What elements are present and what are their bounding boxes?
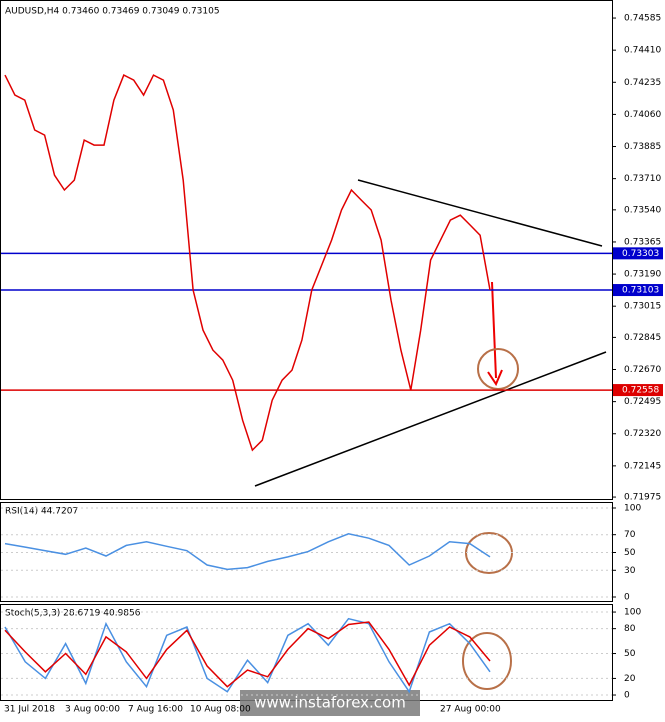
y-tick-label: 0.73365 [624,237,661,247]
y-tick-label: 0.74235 [624,78,661,88]
level-label-bg [613,384,663,397]
highlight-circle [465,532,513,574]
y-tick-label: 0.73540 [624,205,661,215]
y-tick-label: 100 [624,503,641,513]
main-panel [0,0,613,500]
trendline [357,179,603,247]
panel-title: AUDUSD,H4 0.73460 0.73469 0.73049 0.7310… [5,7,220,17]
y-tick-label: 0.73885 [624,142,661,152]
y-tick-label: 30 [624,566,636,576]
level-label-bg [613,247,663,260]
level-label: 0.73103 [622,286,659,296]
y-tick-label: 0.73190 [624,270,661,280]
y-tick-label: 20 [624,674,636,684]
y-tick-label: 70 [624,530,636,540]
y-tick-label: 0.73015 [624,302,661,312]
y-tick-label: 0.72320 [624,429,661,439]
highlight-circle [477,348,519,390]
x-tick-label: 7 Aug 16:00 [128,705,183,715]
highlight-circle [462,632,512,690]
x-tick-label: 3 Aug 00:00 [65,705,120,715]
y-tick-label: 50 [624,649,636,659]
x-tick-label: 10 Aug 08:00 [190,705,251,715]
y-tick-label: 0.73710 [624,174,661,184]
y-tick-label: 80 [624,624,636,634]
y-tick-label: 100 [624,608,641,618]
level-label: 0.72558 [622,386,659,396]
y-tick-label: 0.72670 [624,365,661,375]
arrow-head [487,369,503,387]
x-tick-label: 31 Jul 2018 [4,705,55,715]
y-tick-label: 0.74585 [624,14,661,24]
series-line [4,621,491,688]
series-line [4,74,491,452]
y-tick-label: 50 [624,548,636,558]
y-tick-label: 0 [624,691,630,701]
series-line [4,617,491,694]
y-tick-label: 0.74060 [624,110,661,120]
y-tick-label: 0.72845 [624,333,661,343]
watermark-bar [240,690,420,716]
y-tick-label: 0.72495 [624,397,661,407]
arrow [491,281,497,379]
panel-title: Stoch(5,3,3) 28.6719 40.9856 [5,609,141,619]
y-tick-label: 0.72145 [624,461,661,471]
y-tick-label: 0.74410 [624,46,661,56]
x-tick-label: 27 Aug 00:00 [440,705,501,715]
watermark: www.instaforex.com [254,694,406,712]
series-line [4,533,491,571]
y-tick-label: 0.71975 [624,493,661,503]
level-label: 0.73303 [622,249,659,259]
trendline [254,351,607,487]
y-tick-label: 0 [624,592,630,602]
level-label-bg [613,284,663,297]
panel-title: RSI(14) 44.7207 [5,507,78,517]
